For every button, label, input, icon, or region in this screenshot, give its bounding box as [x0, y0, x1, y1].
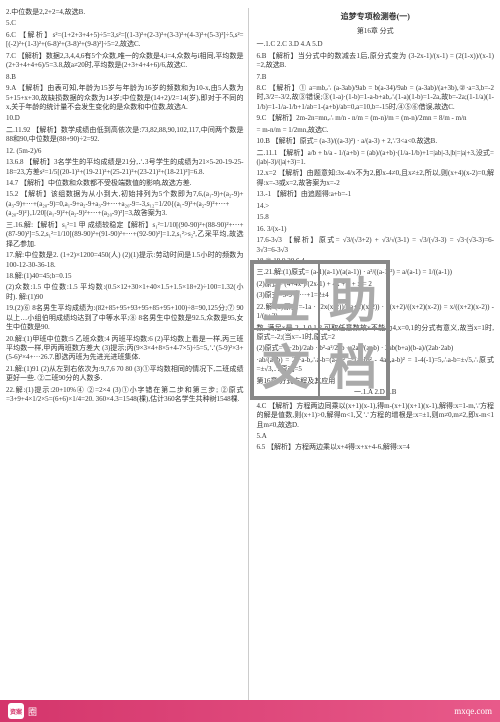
solution-item: 15.8 — [257, 213, 495, 222]
solution-item: 15.2 【解析】该组数据为从小到大,初始排列为5个数即为7,6,(a₁-9)+… — [6, 190, 244, 218]
solution-item: 三.21.解:(1)原式= (a-1)(a-1)/(a(a-1)) · a²/(… — [257, 268, 495, 277]
solution-item: 5.A — [257, 432, 495, 441]
solution-item: 7.B — [257, 73, 495, 82]
solution-item: 7.C 【解析】数据2,3,4,4,6有5个众数,唯一的众数是4,i=4,众数与… — [6, 52, 244, 71]
solution-item: 一.1.C 2.C 3.D 4.A 5.D — [257, 40, 495, 49]
solution-item: 8.B — [6, 73, 244, 82]
solution-item: 2.中位数是2,2+2=4,故选B. — [6, 8, 244, 17]
solution-item: 19.(2)⑥ 8名男生平均成绩为:(82+85+95+93+95+85+95+… — [6, 304, 244, 332]
left-column: 2.中位数是2,2+2=4,故选B. 5.C 6.C 【解析】s²=(1+2+3… — [6, 8, 249, 714]
solution-item: ·ab/(a+b) = 2b·a-b,∴a-b=(a-b)² = (a+b)² … — [257, 356, 495, 375]
solution-item: 17.6-3√3 【解析】原式= √3/(√3+2) + √3/√(3-1) =… — [257, 236, 495, 255]
two-column-layout: 2.中位数是2,2+2=4,故选B. 5.C 6.C 【解析】s²=(1+2+3… — [6, 8, 494, 714]
solution-item: 14.> — [257, 202, 495, 211]
solution-item: 9.C 【解析】2m-2n=mn,∴ m/n - n/m = (m-n)/m =… — [257, 114, 495, 123]
solution-item: 8.C 【解析】① a=mb,∴ (a-3ab)/9ab = b(a-34)/9… — [257, 84, 495, 112]
solution-item: (3)原式=3-9+8⋯+1=2±4 — [257, 291, 495, 300]
solution-item: 6.5 【解析】方程两边乘以x+4得:x+x+4-6,解得:x=4 — [257, 443, 495, 452]
solution-item: 4.C 【解析】方程两边同乘以(x+1)(x-1),得m-(x+1)(x+1)(… — [257, 402, 495, 430]
logo-brand-icon: 圈 — [28, 705, 37, 718]
solution-item: (2)众数:1.5 中位数:1.5 平均数:(0.5×12+30×1+40×1.… — [6, 283, 244, 302]
solution-item: 9.A 【解析】由表可知,年龄为15岁与年龄为16岁的频数和为10-x,由5人数… — [6, 84, 244, 112]
solution-item: 22.解:(1)提示:20+10%④ ②=2×4 (3)①小字错在第二步和第三步… — [6, 386, 244, 405]
right-column: 追梦专项检测卷(一) 第16章 分式 一.1.C 2.C 3.D 4.A 5.D… — [253, 8, 495, 714]
solution-item: 12.x=2 【解析】由题意知:3x-4/x不为2,即x-4≠0,且x≠±2,所… — [257, 169, 495, 188]
solution-item: 10.D — [6, 114, 244, 123]
solution-item: 21.解:(1)91 (2)从左到右依次为:9,7,6 70 80 (3)①平均… — [6, 365, 244, 384]
solution-item: 12. (5m-2)/6 — [6, 147, 244, 156]
solution-item: 二.11.1 【解析】a/b + b/a - 1/(a+b) = (ab)/(a… — [257, 149, 495, 168]
solution-item: 数, 满足x是-2,-1,0,1,2,可取任意数故x不能为4,x=0,1的分式有… — [257, 324, 495, 343]
solution-item: 5.C — [6, 19, 244, 28]
solution-item: 二.11.92 【解析】数学成绩由低到高依次是:73,82,88,90,102,… — [6, 126, 244, 145]
section-subtitle: 第16章 分式 — [257, 27, 495, 36]
solution-item: 第16章 分式方程及其应用 — [257, 377, 495, 386]
solution-item: (2)原式= (4+4x²)/(2x-1) + 4x + a + x = 2 — [257, 280, 495, 289]
logo-bar: 资案 圈 mxqe.com — [0, 700, 500, 722]
solution-item: 14.7 【解析】中位数和众数都不受极端数值的影响,故选方差. — [6, 179, 244, 188]
section-subtitle: 一.1.A 2.D 3.B — [257, 388, 495, 397]
solution-item: 17.解:中位数是2. (1+2)×1200=450(人) (2)(1)提示:劳… — [6, 251, 244, 270]
solution-item: 18.② 19.9 20.6.4 — [257, 257, 495, 266]
solution-item: 13.-1 【解析】由追题得:a+b=-1 — [257, 190, 495, 199]
section-title: 追梦专项检测卷(一) — [257, 12, 495, 23]
solution-item: 6.C 【解析】s²=(1+2+3+4+5)÷5=3,s²=[(1-3)²+(2… — [6, 31, 244, 50]
logo-site-text: mxqe.com — [454, 706, 492, 716]
solution-item: 10.B 【解析】原式= (a-3)/((a-3)²) · a/(a-3) + … — [257, 137, 495, 146]
page: 2.中位数是2,2+2=4,故选B. 5.C 6.C 【解析】s²=(1+2+3… — [0, 0, 500, 722]
solution-item: = m-n/m = 1/2mn,故选C. — [257, 126, 495, 135]
solution-item: 22.解:(1)原式=-1a · (2x(x-2))/((a+2)(x-2)) … — [257, 303, 495, 322]
solution-item: 三.16.解:【解析】s₁²=1 甲 成绩较稳定【解析】s₁²=1/10[(90… — [6, 221, 244, 249]
solution-item: 16. 3/(x-1) — [257, 225, 495, 234]
solution-item: 20.解:(1)甲班中位数:5 乙班众数:4 丙班平均数:6 (2)平均数上看是… — [6, 335, 244, 363]
solution-item: 18.解:(1)40=45;b=0.15 — [6, 272, 244, 281]
solution-item: 6.B 【解析】当分式中的数减去1后,原分式变为 (3-2x-1)/(x-1) … — [257, 52, 495, 71]
logo-left: 资案 圈 — [8, 703, 37, 719]
solution-item: (2)原式= (a·2b)/2ab · b²-a²/2ab + 2ab/(a+b… — [257, 344, 495, 353]
solution-item: 13.6.8 【解析】3名学生的平均成绩是21分,∴3号学生的成绩为21×5-2… — [6, 158, 244, 177]
logo-badge: 资案 — [8, 703, 24, 719]
